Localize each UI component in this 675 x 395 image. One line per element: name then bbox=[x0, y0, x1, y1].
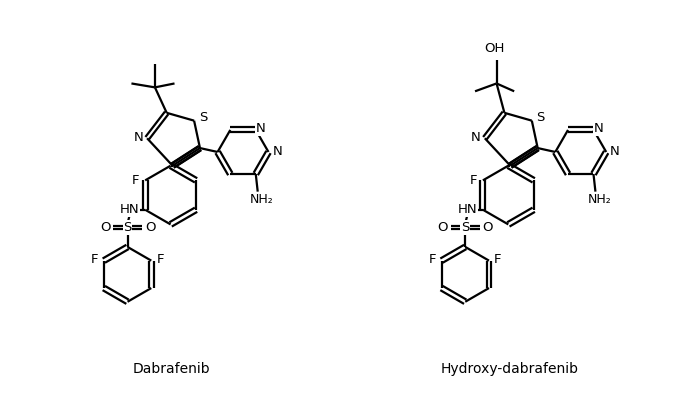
Text: S: S bbox=[124, 221, 132, 234]
Text: Dabrafenib: Dabrafenib bbox=[133, 362, 211, 376]
Text: F: F bbox=[91, 253, 99, 266]
Text: NH₂: NH₂ bbox=[250, 193, 273, 206]
Text: OH: OH bbox=[485, 42, 505, 55]
Text: S: S bbox=[461, 221, 469, 234]
Text: S: S bbox=[537, 111, 545, 124]
Text: HN: HN bbox=[458, 203, 477, 216]
Text: S: S bbox=[198, 111, 207, 124]
Text: NH₂: NH₂ bbox=[587, 193, 612, 206]
Text: N: N bbox=[273, 145, 282, 158]
Text: N: N bbox=[471, 131, 481, 144]
Text: N: N bbox=[593, 122, 603, 135]
Text: F: F bbox=[429, 253, 437, 266]
Text: O: O bbox=[145, 221, 155, 234]
Text: F: F bbox=[157, 253, 164, 266]
Text: F: F bbox=[469, 174, 477, 187]
Text: F: F bbox=[132, 174, 139, 187]
Text: N: N bbox=[610, 145, 620, 158]
Text: F: F bbox=[494, 253, 502, 266]
Text: N: N bbox=[256, 122, 265, 135]
Text: Hydroxy-dabrafenib: Hydroxy-dabrafenib bbox=[440, 362, 578, 376]
Text: HN: HN bbox=[119, 203, 139, 216]
Text: O: O bbox=[483, 221, 493, 234]
Text: O: O bbox=[437, 221, 448, 234]
Text: O: O bbox=[100, 221, 110, 234]
Text: N: N bbox=[134, 131, 143, 144]
